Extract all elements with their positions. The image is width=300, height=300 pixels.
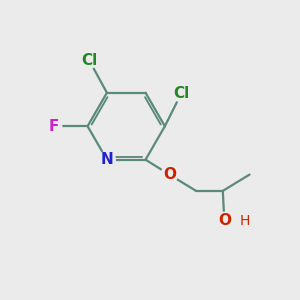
- Text: O: O: [218, 213, 231, 228]
- Text: O: O: [163, 167, 176, 182]
- Circle shape: [173, 85, 190, 102]
- Text: Cl: Cl: [81, 52, 97, 68]
- Text: N: N: [100, 152, 113, 167]
- Circle shape: [45, 118, 62, 134]
- Circle shape: [161, 166, 178, 183]
- Text: F: F: [48, 119, 59, 134]
- Circle shape: [216, 212, 232, 229]
- Text: Cl: Cl: [173, 86, 189, 101]
- Circle shape: [99, 152, 115, 168]
- Text: H: H: [239, 214, 250, 228]
- Circle shape: [81, 52, 98, 68]
